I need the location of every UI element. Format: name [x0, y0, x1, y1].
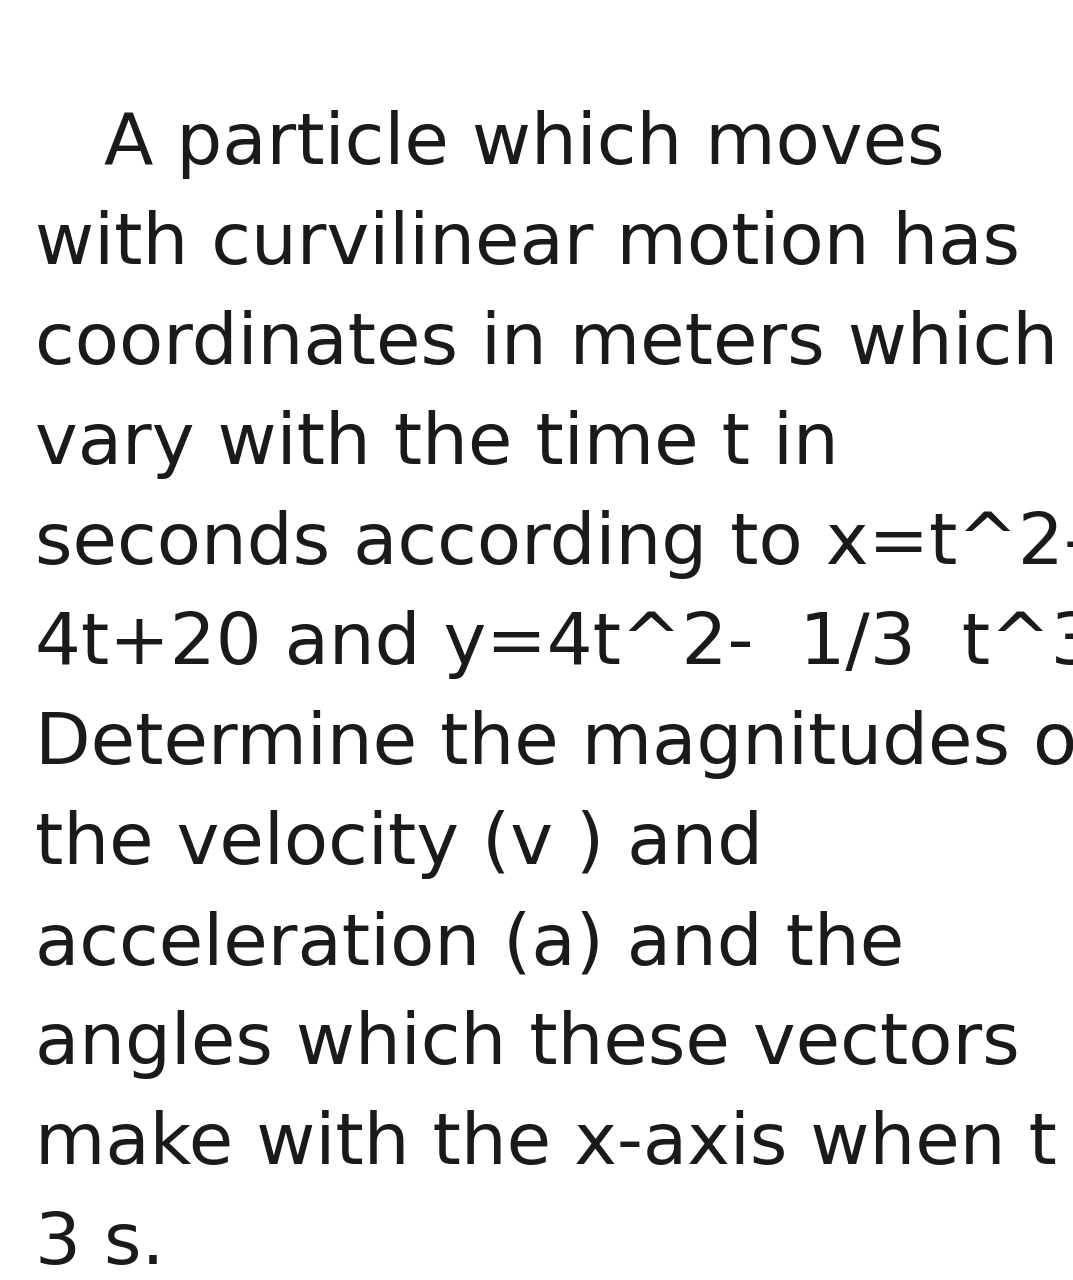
Text: A particle which moves: A particle which moves	[35, 110, 944, 179]
Text: 3 s.: 3 s.	[35, 1210, 164, 1279]
Text: 4t+20 and y=4t^2-  1/3  t^3.: 4t+20 and y=4t^2- 1/3 t^3.	[35, 611, 1073, 678]
Text: with curvilinear motion has: with curvilinear motion has	[35, 210, 1020, 279]
Text: acceleration (a) and the: acceleration (a) and the	[35, 910, 905, 979]
Text: the velocity (v ) and: the velocity (v ) and	[35, 810, 763, 879]
Text: make with the x-axis when t =: make with the x-axis when t =	[35, 1110, 1073, 1179]
Text: seconds according to x=t^2-: seconds according to x=t^2-	[35, 509, 1073, 579]
Text: angles which these vectors: angles which these vectors	[35, 1010, 1019, 1079]
Text: Determine the magnitudes of: Determine the magnitudes of	[35, 710, 1073, 780]
Text: coordinates in meters which: coordinates in meters which	[35, 310, 1058, 379]
Text: vary with the time t in: vary with the time t in	[35, 410, 839, 479]
